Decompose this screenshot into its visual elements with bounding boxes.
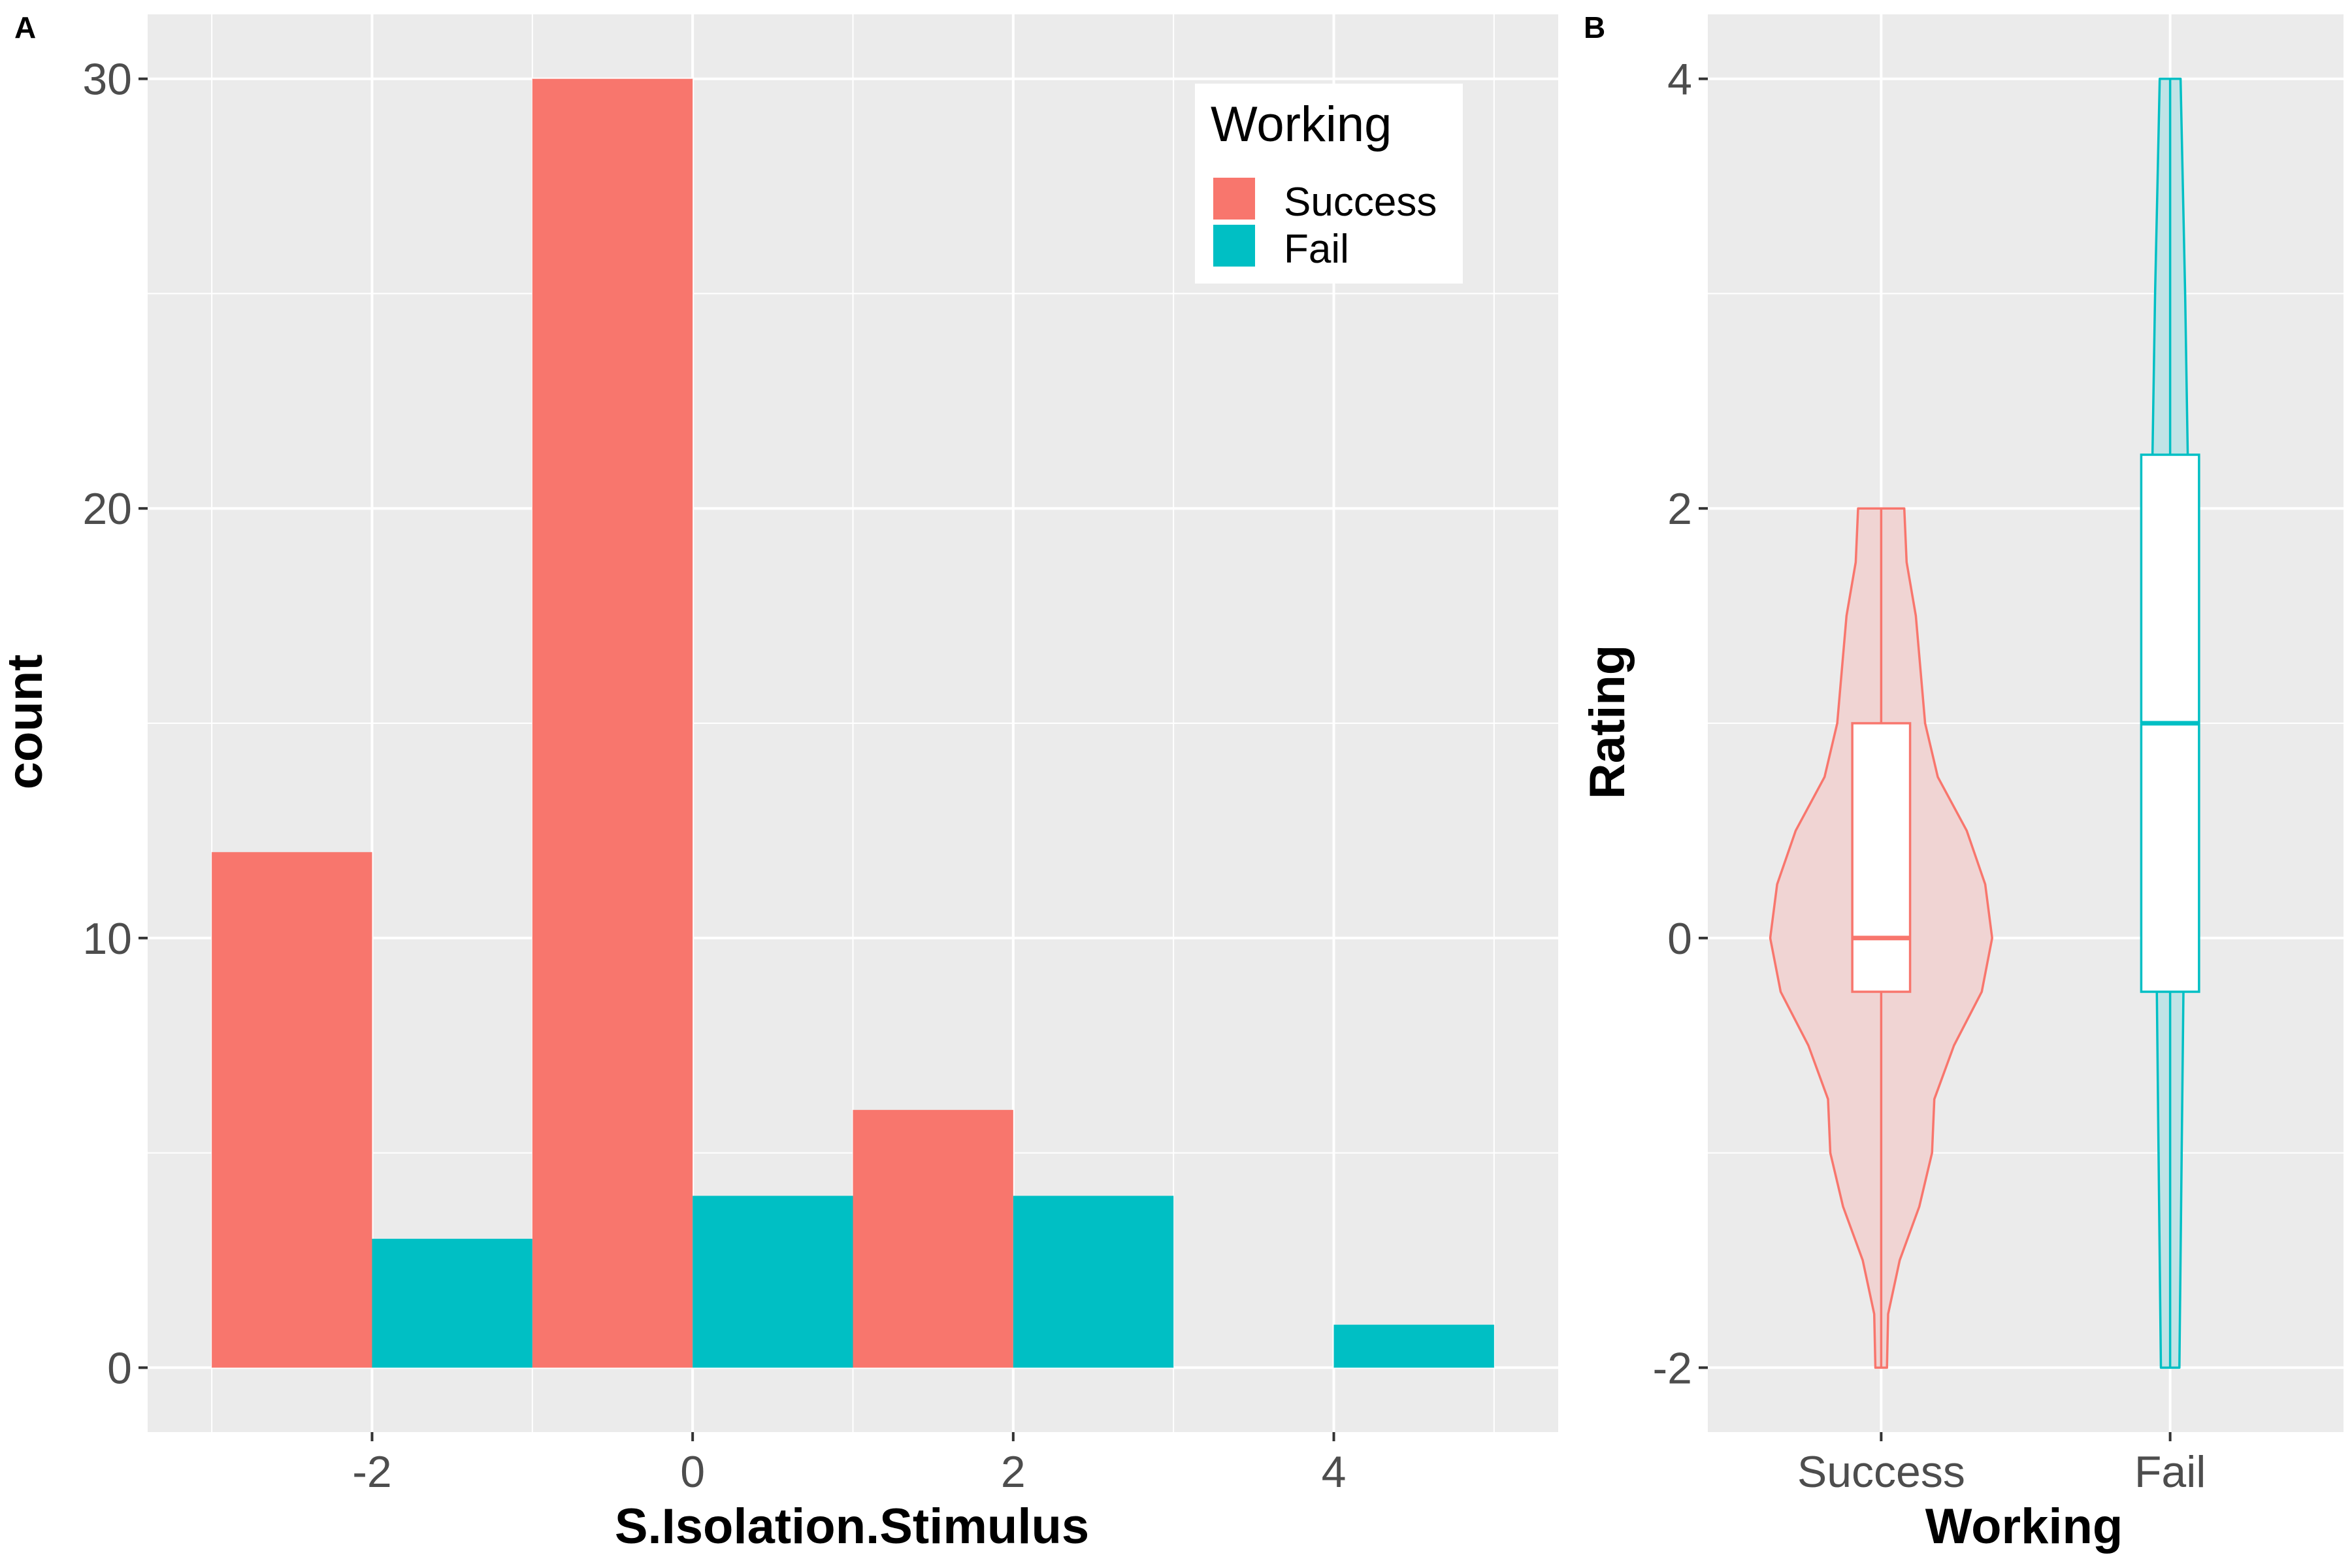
panel-b-y-ticks: -2 0 2 4 xyxy=(1653,55,1708,1393)
x-tick-label: Success xyxy=(1797,1447,1965,1497)
legend-label-fail: Fail xyxy=(1284,227,1349,272)
panel-b-label: B xyxy=(1584,10,1605,44)
panel-a-label: A xyxy=(14,10,36,44)
panel-a-x-ticks: -2 0 2 4 xyxy=(352,1432,1346,1497)
panel-b-violins xyxy=(1769,77,2200,1369)
y-tick-label: 4 xyxy=(1667,55,1692,105)
x-tick-label: Fail xyxy=(2134,1447,2206,1497)
bar-fail xyxy=(1013,1196,1174,1368)
legend: Working Success Fail xyxy=(1195,84,1463,284)
legend-label-success: Success xyxy=(1284,180,1437,225)
x-tick-label: 2 xyxy=(1001,1447,1026,1497)
legend-key-fail xyxy=(1213,225,1255,267)
bar-success xyxy=(853,1109,1013,1368)
bar-success xyxy=(212,852,372,1368)
panel-b-x-axis-title: Working xyxy=(1925,1499,2123,1554)
y-tick-label: 30 xyxy=(82,55,132,105)
panel-a: A 0 10 20 30 -2 0 2 4 S.Isolation.Stimulus cou… xyxy=(0,10,1558,1554)
x-tick-label: 0 xyxy=(680,1447,705,1497)
y-tick-label: 0 xyxy=(1667,914,1692,964)
bar-fail xyxy=(693,1196,853,1368)
y-tick-label: 2 xyxy=(1667,484,1692,534)
x-tick-label: 4 xyxy=(1322,1447,1347,1497)
box-success xyxy=(1851,722,1912,993)
y-tick-label: 0 xyxy=(107,1343,132,1393)
panel-b-y-axis-title: Rating xyxy=(1580,645,1635,799)
x-tick-label: -2 xyxy=(352,1447,391,1497)
panel-b-x-ticks: Success Fail xyxy=(1797,1432,2206,1497)
y-tick-label: 20 xyxy=(82,484,132,534)
panel-a-y-axis-title: count xyxy=(0,655,53,790)
panel-a-x-axis-title: S.Isolation.Stimulus xyxy=(615,1499,1089,1554)
panel-a-bars xyxy=(212,78,1494,1368)
bar-fail xyxy=(1333,1324,1494,1368)
y-tick-label: 10 xyxy=(82,914,132,964)
legend-key-success xyxy=(1213,178,1255,220)
bar-success xyxy=(532,78,693,1368)
bar-fail xyxy=(372,1239,532,1368)
panel-a-y-ticks: 0 10 20 30 xyxy=(82,55,148,1393)
legend-title: Working xyxy=(1211,97,1392,152)
panel-b: B -2 0 2 4 Success Fail Working Rating xyxy=(1580,10,2344,1554)
y-tick-label: -2 xyxy=(1653,1343,1692,1393)
